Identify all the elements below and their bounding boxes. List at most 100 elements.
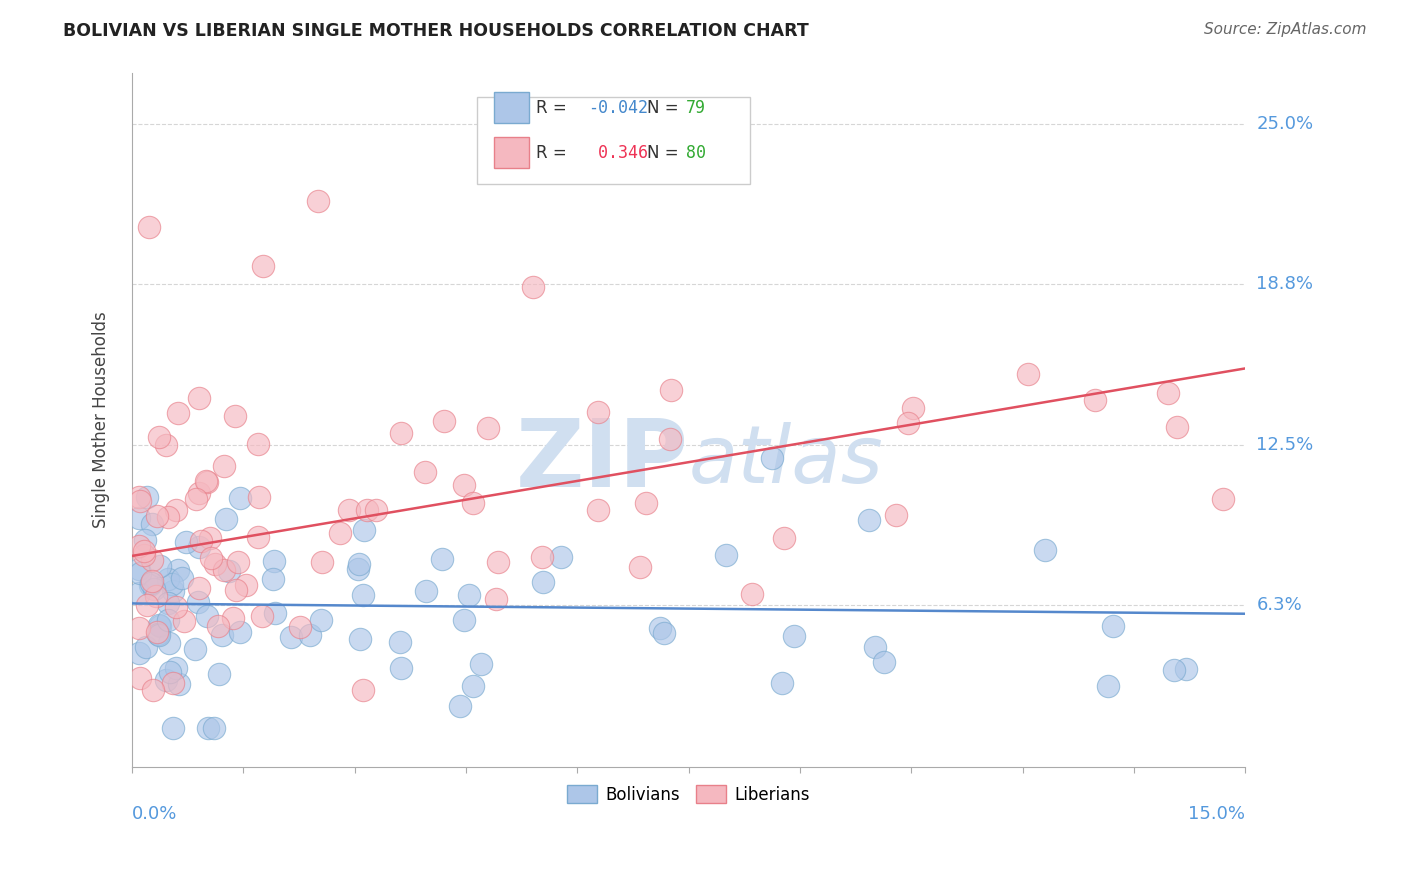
Point (148, 628, 170, 642)
Point (770, 676, 793, 690)
Point (148, 617, 170, 632)
Point (235, 578, 257, 592)
Point (783, 629, 806, 643)
Point (413, 465, 436, 479)
Point (1175, 662, 1198, 676)
Point (252, 259, 274, 273)
Point (155, 673, 177, 687)
Point (461, 496, 484, 510)
Point (166, 563, 188, 577)
Point (132, 544, 155, 558)
Text: Source: ZipAtlas.com: Source: ZipAtlas.com (1204, 22, 1367, 37)
Point (218, 565, 240, 579)
Point (214, 458, 236, 473)
Point (1163, 663, 1185, 677)
Text: 25.0%: 25.0% (1257, 115, 1313, 134)
Point (146, 627, 169, 641)
Point (173, 614, 195, 628)
Point (176, 535, 198, 549)
Point (202, 721, 225, 735)
Point (636, 496, 658, 510)
Point (129, 671, 152, 685)
Point (352, 588, 374, 602)
Point (229, 625, 252, 640)
Point (897, 416, 920, 430)
Point (449, 698, 471, 713)
Point (226, 555, 249, 569)
Point (659, 383, 682, 397)
Point (522, 280, 544, 294)
Point (195, 475, 218, 489)
Legend: Bolivians, Liberians: Bolivians, Liberians (560, 779, 817, 810)
FancyBboxPatch shape (477, 97, 749, 184)
Point (155, 438, 177, 452)
Point (188, 486, 211, 500)
Point (128, 562, 150, 576)
Point (337, 503, 360, 517)
Text: 79: 79 (686, 99, 706, 117)
Point (1166, 420, 1188, 434)
Point (288, 619, 311, 633)
Point (135, 640, 157, 654)
Point (586, 405, 609, 419)
Point (139, 576, 162, 591)
Point (1097, 679, 1119, 693)
Point (157, 636, 180, 650)
Point (648, 622, 671, 636)
Point (129, 566, 152, 580)
Point (453, 613, 475, 627)
Text: 80: 80 (686, 144, 706, 161)
Point (142, 682, 165, 697)
Point (1101, 619, 1123, 633)
Text: R =: R = (536, 99, 572, 117)
Text: 18.8%: 18.8% (1257, 275, 1313, 293)
Point (246, 530, 269, 544)
Point (132, 548, 155, 562)
Point (162, 583, 184, 598)
Point (188, 540, 211, 554)
Point (128, 490, 150, 504)
Point (884, 508, 907, 522)
Point (149, 619, 172, 633)
Point (167, 406, 190, 420)
Point (167, 676, 190, 690)
Point (141, 574, 163, 588)
Point (389, 425, 412, 440)
Point (211, 627, 233, 641)
Point (658, 432, 681, 446)
Point (263, 606, 285, 620)
Point (865, 640, 887, 654)
Point (172, 571, 194, 585)
Point (389, 635, 412, 649)
Point (485, 591, 508, 606)
Point (298, 628, 321, 642)
Point (486, 555, 509, 569)
Point (901, 401, 924, 416)
Point (184, 642, 207, 657)
Point (162, 721, 184, 735)
Text: N =: N = (647, 99, 685, 117)
Point (134, 533, 156, 547)
Point (477, 421, 499, 435)
Point (187, 391, 209, 405)
Point (458, 588, 481, 602)
Point (200, 551, 222, 566)
Point (329, 526, 352, 541)
Text: ZIP: ZIP (516, 416, 689, 508)
Point (229, 491, 252, 505)
FancyBboxPatch shape (494, 93, 530, 123)
Text: 6.3%: 6.3% (1257, 596, 1302, 614)
Point (128, 586, 150, 600)
Point (586, 503, 609, 517)
Point (356, 503, 378, 517)
Point (128, 646, 150, 660)
Point (136, 490, 159, 504)
Point (353, 524, 375, 538)
Point (156, 510, 179, 524)
Point (129, 493, 152, 508)
Point (157, 613, 180, 627)
Point (550, 549, 572, 564)
Point (141, 553, 163, 567)
Point (389, 660, 412, 674)
Point (156, 596, 179, 610)
